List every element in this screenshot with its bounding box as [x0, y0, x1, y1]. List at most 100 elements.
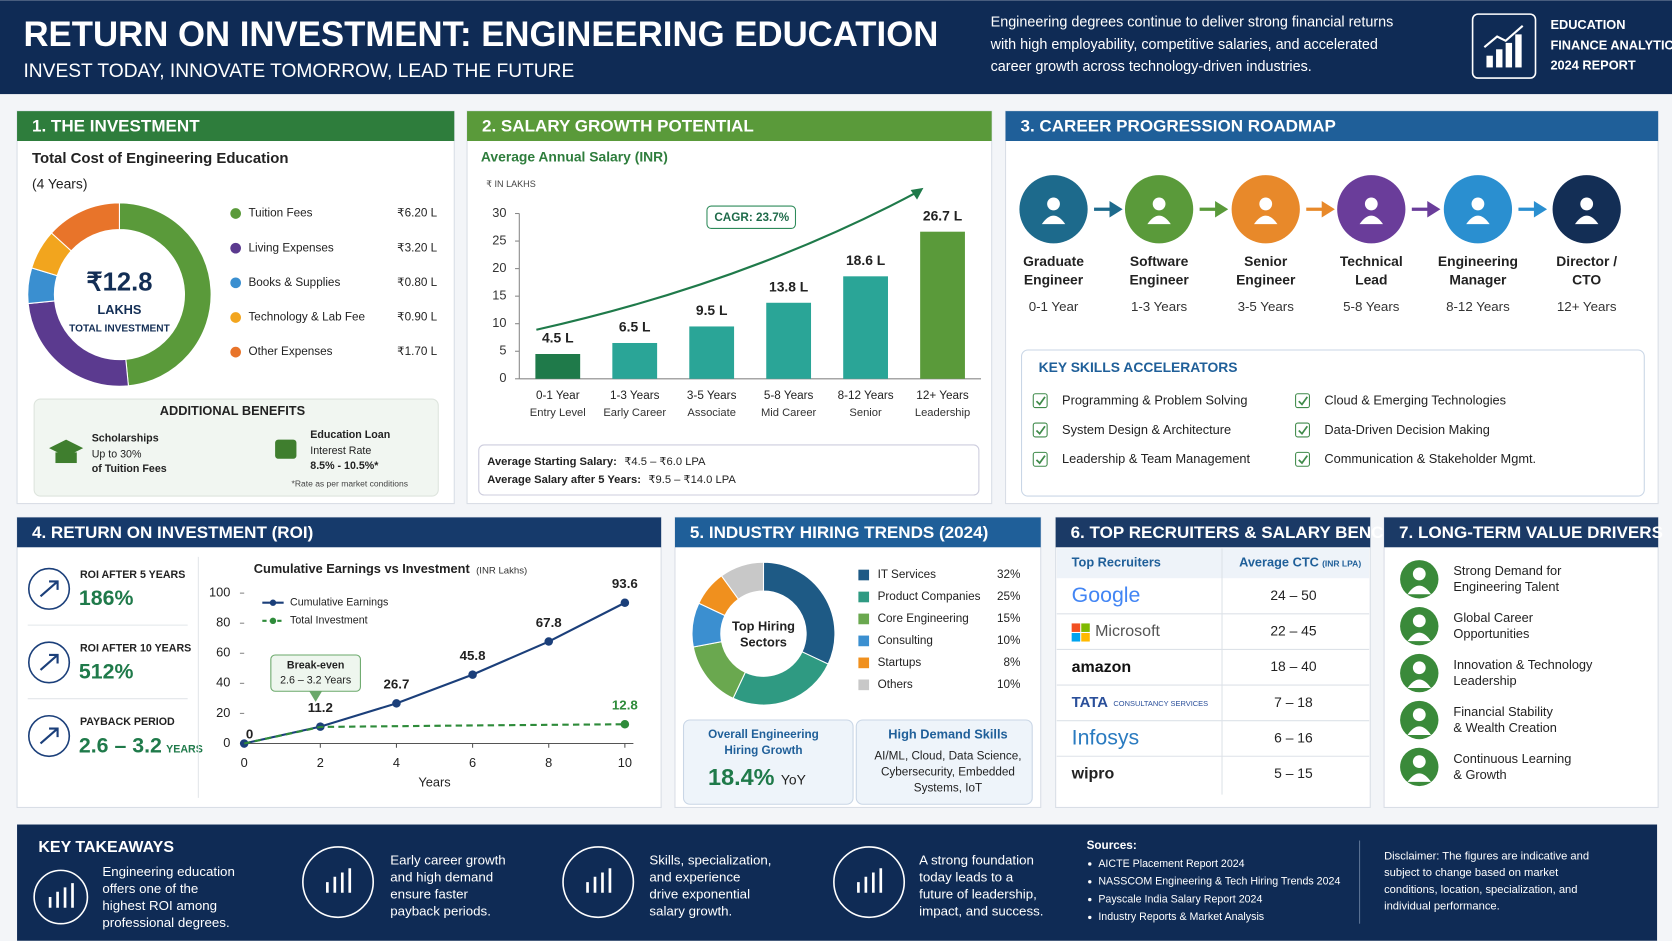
icon-glyph [1407, 679, 1432, 689]
benefit-note: *Rate as per market conditions [292, 479, 408, 489]
takeaway-text: drive exponential [649, 886, 750, 901]
stat-label: ROI AFTER 5 YEARS [80, 569, 185, 581]
benefits-box [33, 398, 439, 497]
footer-bar [17, 824, 1658, 941]
takeaway-icon [562, 846, 635, 919]
value-label: 11.2 [308, 700, 333, 715]
summary-box [478, 444, 980, 496]
legend-value: ₹3.20 L [397, 241, 438, 254]
takeaway-glyph [326, 868, 352, 893]
disclaimer: subject to change based on market [1384, 867, 1559, 879]
role-title: Software [1130, 253, 1189, 269]
legend-value: 32% [997, 568, 1020, 581]
recruiter-ctc: 22 – 45 [1270, 623, 1317, 639]
stat-label: PAYBACK PERIOD [80, 716, 175, 728]
checkmark [1035, 425, 1046, 436]
y-tick-label: 0 [499, 370, 506, 385]
legend-label: IT Services [878, 568, 937, 581]
stat-icon-glyph [39, 727, 59, 745]
bar [920, 231, 965, 379]
legend-label: Product Companies [878, 590, 981, 603]
role-years: 8-12 Years [1446, 299, 1510, 314]
checkmark [1298, 396, 1309, 406]
benefit-text: Interest Rate [310, 445, 371, 457]
takeaway-icon [33, 869, 89, 925]
driver-text: Leadership [1453, 673, 1516, 688]
checkbox [1032, 422, 1048, 438]
x-tick-label: 0 [241, 755, 248, 770]
icon-loan [275, 439, 297, 459]
checkmark [1035, 396, 1046, 406]
panel-heading-bar [1055, 517, 1371, 548]
badge-icon-bar [1496, 49, 1503, 68]
panel-heading: 4. RETURN ON INVESTMENT (ROI) [32, 523, 313, 542]
legend-swatch [269, 617, 277, 625]
bar [766, 302, 812, 379]
benefit-title: Education Loan [310, 429, 390, 441]
takeaway-text: salary growth. [649, 903, 732, 918]
benefit-text: 8.5% - 10.5%* [310, 460, 379, 472]
subtitle: INVEST TODAY, INNOVATE TOMORROW, LEAD TH… [23, 61, 574, 82]
legend-swatch [269, 599, 277, 606]
y-tick-label: 20 [492, 260, 506, 275]
logo-square [1071, 623, 1081, 632]
source-item: Payscale India Salary Report 2024 [1098, 893, 1262, 905]
panel-heading-bar [1005, 111, 1659, 142]
x-tick-label: 6 [469, 755, 476, 770]
takeaway-icon [833, 846, 906, 919]
y-tick-label: 80 [216, 615, 230, 630]
badge-icon-bar [1505, 42, 1513, 68]
stat-icon-glyph [39, 580, 59, 598]
role-years: 12+ Years [1557, 299, 1617, 314]
source-item: Industry Reports & Market Analysis [1098, 911, 1264, 923]
role-title: Engineer [1024, 271, 1084, 287]
legend-value: ₹6.20 L [397, 207, 438, 220]
takeaway-text: Early career growth [390, 852, 505, 867]
driver-text: & Growth [1453, 767, 1506, 782]
value-label: 9.5 L [696, 302, 728, 318]
value-label: 67.8 [536, 615, 562, 630]
icon-glyph [1574, 215, 1599, 225]
role-title: Lead [1355, 271, 1387, 287]
icon-glyph [1359, 215, 1384, 225]
badge-icon-line [1483, 25, 1524, 48]
legend-label: Cumulative Earnings [290, 597, 388, 609]
value-label: 13.8 L [769, 278, 809, 294]
disclaimer: conditions, location, specialization, an… [1384, 884, 1577, 896]
icon-glyph [1041, 215, 1066, 225]
recruiter-name: Google [1072, 583, 1141, 607]
legend-swatch [858, 679, 870, 691]
x-tick-label: 4 [393, 755, 400, 770]
annotation: CAGR: 23.7% [714, 211, 789, 224]
value-label: 18.6 L [846, 252, 886, 268]
recruiter-name: Microsoft [1095, 623, 1160, 640]
takeaway-text: offers one of the [102, 881, 198, 896]
description: with high employability, competitive sal… [990, 37, 1378, 53]
takeaway-text: professional degrees. [102, 915, 229, 930]
bar [612, 342, 658, 379]
badge-icon-bar [1486, 55, 1493, 68]
bullet [1088, 862, 1092, 866]
value-label: 93.6 [612, 576, 638, 591]
takeaway-text: A strong foundation [919, 852, 1034, 867]
y-tick-label: 30 [492, 205, 506, 220]
skill: Data-Driven Decision Making [1324, 422, 1490, 437]
panel-heading-bar [17, 111, 455, 142]
checkmark [1298, 425, 1309, 436]
recruiter-ctc: 5 – 15 [1274, 765, 1313, 781]
legend-swatch [858, 613, 870, 625]
recruiter-name: Infosys [1072, 725, 1140, 749]
skills-title: KEY SKILLS ACCELERATORS [1039, 359, 1238, 375]
disclaimer: individual performance. [1384, 901, 1500, 913]
takeaway-text: payback periods. [390, 903, 491, 918]
takeaway-glyph [857, 868, 883, 893]
role-years: 3-5 Years [1238, 299, 1295, 314]
stat-icon-glyph [39, 653, 59, 671]
takeaway-text: and experience [649, 869, 740, 884]
legend-swatch [230, 277, 241, 289]
icon-glyph [1412, 708, 1426, 722]
sources-title: Sources: [1087, 839, 1137, 852]
role-years: 1-3 Years [1131, 299, 1188, 314]
checkbox [1295, 451, 1310, 467]
panel-heading-bar [1384, 517, 1659, 548]
